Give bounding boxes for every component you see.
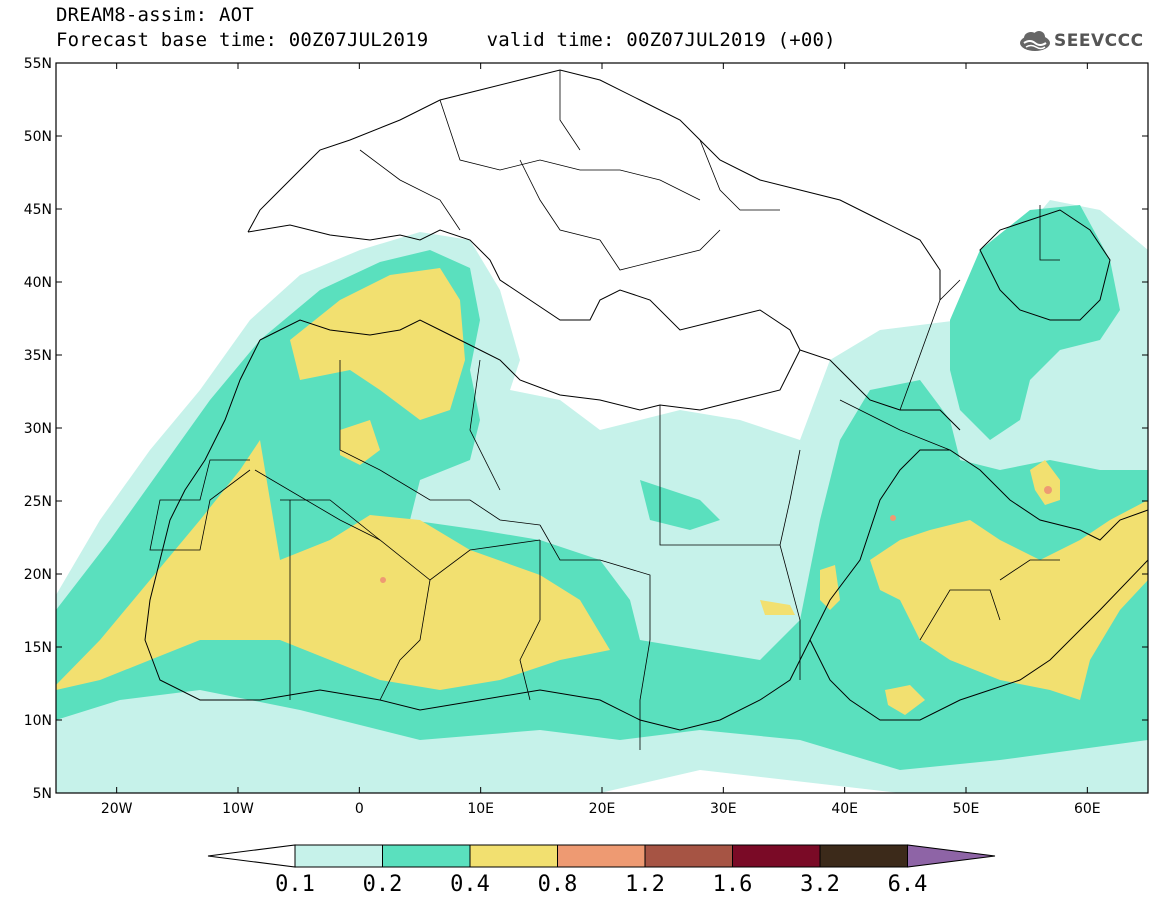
lat-tick-label: 55N bbox=[24, 56, 52, 72]
colorbar-arrow-low bbox=[207, 844, 296, 868]
lon-tick-label: 0 bbox=[355, 801, 364, 817]
colorbar-swatch bbox=[469, 844, 558, 868]
lat-tick-label: 40N bbox=[24, 275, 52, 291]
lon-tick-label: 20E bbox=[589, 801, 616, 817]
colorbar-swatch bbox=[644, 844, 733, 868]
lon-tick-label: 40E bbox=[831, 801, 858, 817]
colorbar-label: 0.4 bbox=[450, 872, 490, 897]
lat-tick-label: 10N bbox=[24, 713, 52, 729]
colorbar-swatch bbox=[382, 844, 471, 868]
colorbar-swatch bbox=[732, 844, 821, 868]
seevccc-logo: SEEVCCC bbox=[1018, 28, 1158, 54]
colorbar-swatch bbox=[557, 844, 646, 868]
colorbar-label: 0.1 bbox=[275, 872, 315, 897]
lon-tick-label: 60E bbox=[1074, 801, 1101, 817]
colorbar-arrow-high bbox=[907, 844, 996, 868]
colorbar-swatch bbox=[294, 844, 383, 868]
latitude-axis: 55N 50N 45N 40N 35N 30N 25N 20N 15N 10N 5N bbox=[24, 56, 1148, 802]
logo-text: SEEVCCC bbox=[1054, 31, 1144, 51]
lat-tick-label: 15N bbox=[24, 640, 52, 656]
lat-tick-label: 45N bbox=[24, 202, 52, 218]
map-subtitle: Forecast base time: 00Z07JUL2019 valid t… bbox=[56, 29, 836, 51]
aot-field bbox=[56, 200, 1148, 793]
lat-tick-label: 5N bbox=[33, 786, 52, 802]
aot-contour-0-4 bbox=[56, 268, 1148, 715]
map-title: DREAM8-assim: AOT bbox=[56, 4, 254, 26]
aot-contour-0-8 bbox=[380, 486, 1052, 583]
colorbar: 0.1 0.2 0.4 0.8 1.2 1.6 3.2 6.4 bbox=[207, 844, 996, 897]
colorbar-label: 3.2 bbox=[800, 872, 840, 897]
colorbar-label: 0.8 bbox=[538, 872, 578, 897]
colorbar-label: 0.2 bbox=[363, 872, 403, 897]
country-borders bbox=[149, 70, 1060, 750]
cloud-logo-icon bbox=[1020, 31, 1050, 51]
longitude-axis: 20W 10W 0 10E 20E 30E 40E 50E 60E bbox=[101, 63, 1101, 817]
colorbar-label: 1.2 bbox=[625, 872, 665, 897]
lon-tick-label: 10E bbox=[467, 801, 494, 817]
colorbar-label: 1.6 bbox=[713, 872, 753, 897]
lat-tick-label: 20N bbox=[24, 567, 52, 583]
colorbar-label: 6.4 bbox=[888, 872, 928, 897]
lat-tick-label: 35N bbox=[24, 348, 52, 364]
lon-tick-label: 50E bbox=[953, 801, 980, 817]
lon-tick-label: 30E bbox=[710, 801, 737, 817]
lon-tick-label: 20W bbox=[101, 801, 133, 817]
colorbar-swatch bbox=[819, 844, 908, 868]
lon-tick-label: 10W bbox=[222, 801, 254, 817]
lat-tick-label: 50N bbox=[24, 129, 52, 145]
lat-tick-label: 30N bbox=[24, 421, 52, 437]
lat-tick-label: 25N bbox=[24, 494, 52, 510]
